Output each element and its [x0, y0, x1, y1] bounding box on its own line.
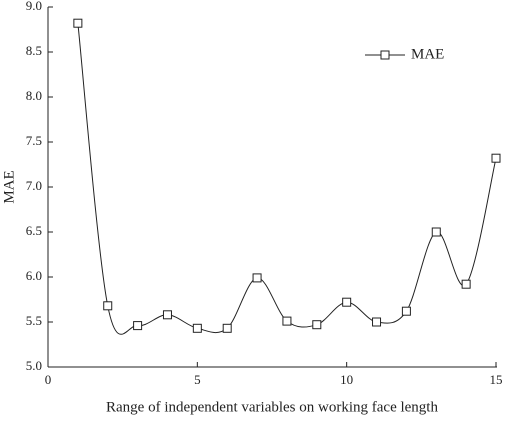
y-tick-label: 7.5: [26, 133, 42, 148]
y-tick-label: 6.0: [26, 268, 42, 283]
marker: [73, 18, 83, 28]
marker: [192, 323, 202, 333]
marker: [162, 310, 172, 320]
y-tick-label: 8.5: [26, 43, 42, 58]
x-tick-label: 0: [45, 372, 52, 387]
marker: [401, 306, 411, 316]
marker: [342, 297, 352, 307]
marker: [491, 153, 501, 163]
marker: [133, 321, 143, 331]
y-tick-label: 6.5: [26, 223, 42, 238]
y-tick-label: 8.0: [26, 88, 42, 103]
marker: [312, 320, 322, 330]
marker: [372, 317, 382, 327]
marker: [431, 227, 441, 237]
marker: [103, 301, 113, 311]
x-tick-label: 10: [340, 372, 353, 387]
legend-marker: [380, 50, 390, 60]
marker: [222, 323, 232, 333]
legend-label: MAE: [411, 46, 444, 62]
y-tick-label: 5.0: [26, 358, 42, 373]
marker: [461, 279, 471, 289]
y-tick-label: 7.0: [26, 178, 42, 193]
marker: [282, 316, 292, 326]
y-axis-label: MAE: [1, 170, 17, 203]
marker: [252, 273, 262, 283]
x-tick-label: 15: [490, 372, 503, 387]
y-tick-label: 5.5: [26, 313, 42, 328]
x-axis-label: Range of independent variables on workin…: [106, 399, 438, 415]
y-tick-label: 9.0: [26, 0, 42, 13]
series-line: [77, 23, 497, 335]
x-tick-label: 5: [194, 372, 201, 387]
